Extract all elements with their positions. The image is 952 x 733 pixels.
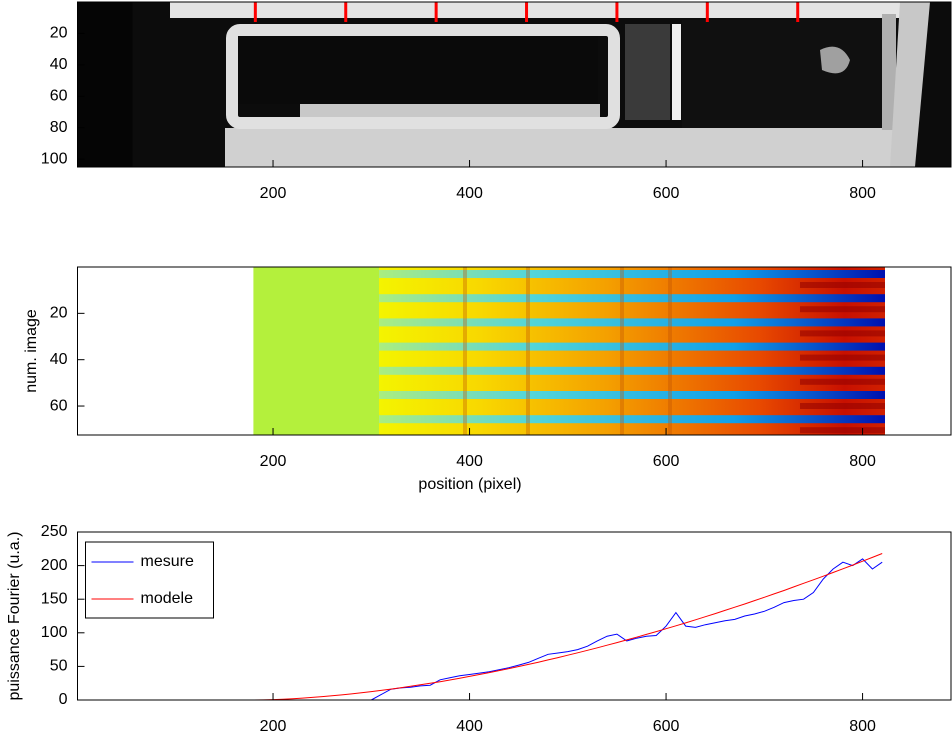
y-tick-label: 40 [50, 351, 68, 368]
heatmap-gradient [379, 267, 885, 435]
heatmap-column [463, 267, 467, 435]
image-blob [820, 46, 850, 74]
y-tick-label: 150 [41, 590, 68, 607]
legend-label: mesure [141, 553, 194, 570]
axes-frame [77, 266, 952, 436]
y-tick-label: 20 [50, 305, 68, 322]
image-gray-block [625, 24, 670, 120]
y-tick-label: 0 [59, 691, 68, 708]
y-tick-label: 100 [41, 150, 68, 167]
y-tick-label: 60 [50, 88, 68, 105]
heatmap-dark-stripe [800, 378, 885, 385]
image-inner [238, 36, 598, 104]
heatmap-dark-stripe [800, 354, 885, 361]
x-tick-label: 600 [653, 718, 680, 733]
panel: position (pixel) num. image 200 400 600 800 20… [23, 266, 952, 493]
heatmap-stripe [379, 294, 885, 303]
axes-frame [77, 1, 952, 168]
image-white-bar [672, 24, 681, 120]
heatmap-stripe [379, 318, 885, 327]
image-dark-right [682, 20, 882, 128]
heatmap-stripe [379, 270, 885, 278]
y-tick-label: 60 [50, 397, 68, 414]
heatmap-stripe [379, 342, 885, 351]
image-left-dark [77, 2, 133, 167]
panel: 200 400 600 800 20 40 60 80 100 [41, 1, 952, 202]
x-tick-label: 400 [456, 718, 483, 733]
y-tick-label: 80 [50, 119, 68, 136]
heatmap-dark-stripe [800, 427, 885, 434]
x-axis-label: position (pixel) [418, 476, 521, 493]
y-axis-label: num. image [23, 309, 40, 393]
heatmap-stripe [379, 391, 885, 399]
heatmap-column [526, 267, 530, 435]
x-tick-label: 800 [849, 185, 876, 202]
y-tick-label: 200 [41, 557, 68, 574]
line-series [253, 553, 883, 701]
heatmap-dark-stripe [800, 330, 885, 337]
y-tick-label: 100 [41, 624, 68, 641]
heatmap-flat [253, 267, 379, 435]
legend-box [85, 541, 214, 619]
x-tick-label: 800 [849, 453, 876, 470]
heatmap-stripe [379, 366, 885, 375]
image-top-strip [170, 2, 900, 18]
image-right-edge [890, 2, 930, 167]
image-gap [300, 104, 600, 117]
heatmap-stripe [379, 415, 885, 424]
y-tick-label: 40 [50, 56, 68, 73]
y-tick-label: 50 [50, 658, 68, 675]
image-u-shape [226, 24, 620, 129]
y-tick-label: 20 [50, 25, 68, 42]
heatmap-dark-stripe [800, 306, 885, 313]
axes-frame [77, 531, 952, 701]
x-tick-label: 400 [456, 453, 483, 470]
x-tick-label: 600 [653, 185, 680, 202]
heatmap-dark-stripe [800, 282, 885, 288]
x-tick-label: 400 [456, 185, 483, 202]
x-tick-label: 200 [260, 453, 287, 470]
line-series [253, 558, 883, 701]
heatmap-column [668, 267, 672, 435]
heatmap-column [620, 267, 624, 435]
image-right-frame [882, 14, 896, 130]
x-tick-label: 200 [260, 185, 287, 202]
x-tick-label: 600 [653, 453, 680, 470]
x-tick-label: 200 [260, 718, 287, 733]
y-tick-label: 250 [41, 523, 68, 540]
y-axis-label: puissance Fourier (u.a.) [6, 532, 23, 701]
image-bottom [225, 128, 915, 167]
heatmap-dark-stripe [800, 403, 885, 409]
panel: puissance Fourier (u.a.) mesure modele 200 4… [6, 523, 952, 733]
legend-label: modele [141, 590, 194, 607]
x-tick-label: 800 [849, 718, 876, 733]
